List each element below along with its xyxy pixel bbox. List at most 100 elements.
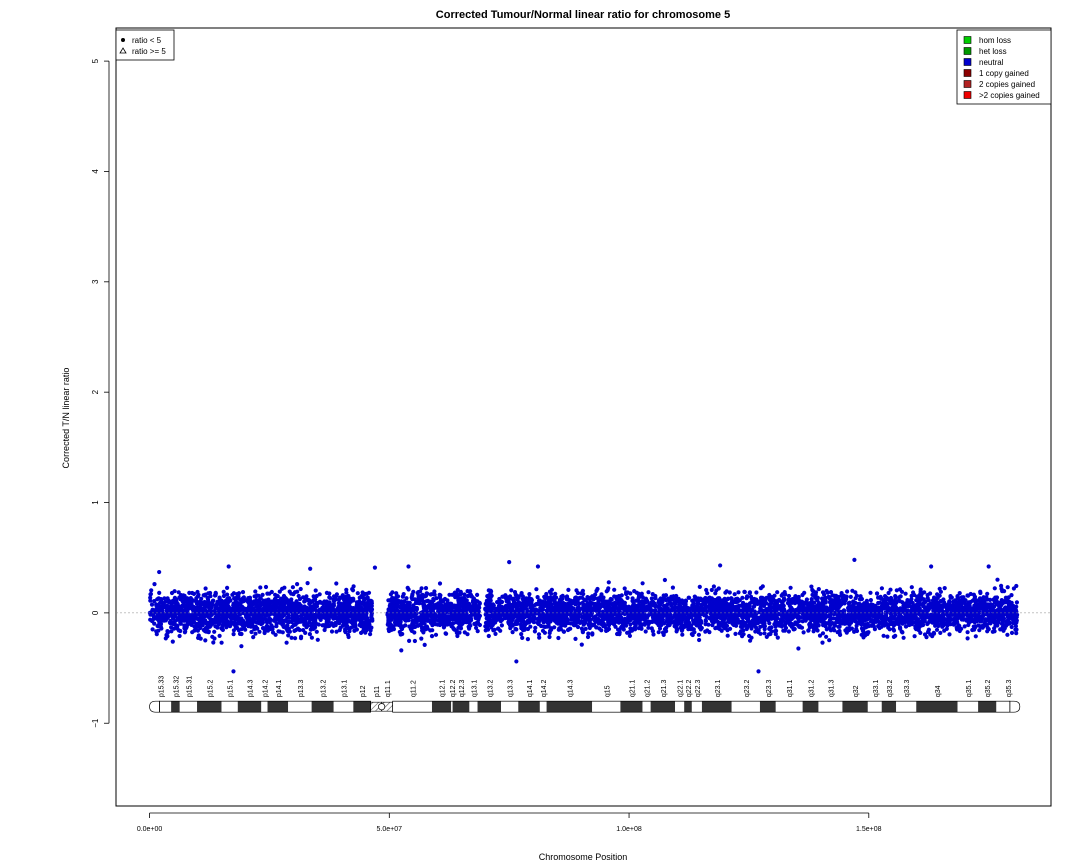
data-point bbox=[211, 640, 216, 645]
data-point bbox=[191, 613, 196, 618]
data-point bbox=[310, 607, 315, 612]
data-point bbox=[337, 621, 342, 626]
x-axis-label: Chromosome Position bbox=[539, 852, 628, 862]
data-point bbox=[473, 603, 478, 608]
data-point bbox=[312, 622, 317, 627]
data-point bbox=[926, 598, 931, 603]
ideogram-q-tip bbox=[1009, 700, 1021, 713]
data-point bbox=[161, 602, 166, 607]
data-point bbox=[962, 624, 967, 629]
band-q23-1 bbox=[701, 701, 732, 713]
data-point bbox=[203, 629, 208, 634]
data-point bbox=[344, 590, 349, 595]
data-point bbox=[255, 608, 260, 613]
data-point bbox=[180, 604, 185, 609]
data-point bbox=[211, 598, 216, 603]
data-point bbox=[462, 630, 467, 635]
data-point bbox=[363, 616, 368, 622]
data-point bbox=[634, 598, 639, 603]
data-point bbox=[651, 632, 656, 637]
data-point bbox=[310, 599, 315, 604]
data-point bbox=[224, 613, 229, 618]
data-point bbox=[329, 629, 335, 634]
data-point bbox=[236, 594, 241, 599]
data-point bbox=[407, 624, 412, 629]
band-q14-2 bbox=[539, 701, 547, 713]
data-point bbox=[900, 630, 905, 635]
data-point bbox=[428, 604, 433, 609]
data-point bbox=[298, 603, 303, 608]
band-p13-3 bbox=[288, 701, 312, 713]
data-point bbox=[350, 588, 356, 593]
data-point bbox=[320, 608, 325, 613]
data-point bbox=[200, 611, 206, 616]
data-point bbox=[152, 614, 157, 619]
band-label: p13.1 bbox=[342, 680, 349, 698]
band-label: q31.1 bbox=[787, 680, 794, 698]
data-point bbox=[327, 623, 332, 629]
band-p15-33 bbox=[159, 701, 172, 713]
data-point bbox=[351, 608, 356, 613]
data-point bbox=[260, 626, 266, 631]
centromere bbox=[378, 703, 386, 711]
data-point bbox=[263, 584, 269, 590]
data-point bbox=[262, 609, 267, 614]
data-point bbox=[1013, 627, 1018, 632]
data-point bbox=[316, 622, 321, 627]
band-q13-2 bbox=[477, 701, 502, 713]
data-point bbox=[148, 595, 153, 600]
data-point bbox=[928, 591, 933, 596]
data-point bbox=[527, 592, 532, 597]
data-point bbox=[368, 608, 373, 613]
data-point bbox=[422, 614, 427, 619]
data-point bbox=[250, 623, 255, 628]
data-point bbox=[275, 594, 280, 599]
data-point bbox=[346, 634, 351, 640]
data-point bbox=[307, 632, 312, 637]
data-point bbox=[662, 577, 668, 583]
data-point bbox=[445, 601, 450, 606]
data-point bbox=[713, 626, 718, 631]
data-point bbox=[363, 630, 368, 635]
data-point bbox=[169, 629, 174, 634]
data-point bbox=[509, 588, 514, 593]
data-point bbox=[729, 596, 734, 601]
data-point bbox=[418, 589, 423, 594]
data-point bbox=[467, 604, 472, 609]
data-point bbox=[466, 624, 471, 629]
ideogram-p-arm bbox=[159, 700, 371, 713]
data-point bbox=[194, 596, 199, 601]
data-point bbox=[309, 635, 314, 640]
data-point bbox=[475, 599, 480, 604]
data-point bbox=[203, 618, 208, 623]
data-point bbox=[428, 614, 433, 619]
data-point bbox=[267, 627, 272, 632]
data-point bbox=[341, 611, 346, 617]
band-label: q33.2 bbox=[887, 680, 894, 698]
band-label: p14.1 bbox=[276, 680, 283, 698]
data-point bbox=[394, 603, 399, 609]
data-point bbox=[353, 614, 358, 619]
data-point bbox=[397, 629, 402, 635]
data-point bbox=[302, 599, 307, 604]
data-point bbox=[747, 633, 752, 639]
data-point bbox=[457, 616, 462, 622]
data-point bbox=[240, 590, 246, 595]
data-point bbox=[390, 599, 395, 604]
data-point bbox=[310, 616, 315, 621]
data-point bbox=[398, 622, 403, 627]
data-point bbox=[459, 621, 465, 626]
data-point bbox=[270, 630, 276, 635]
data-point bbox=[876, 600, 881, 606]
data-point bbox=[152, 582, 157, 587]
data-point bbox=[307, 601, 312, 607]
data-point bbox=[356, 600, 361, 605]
data-point bbox=[177, 633, 182, 639]
data-point bbox=[848, 594, 853, 600]
data-point bbox=[254, 604, 259, 609]
data-point bbox=[157, 590, 162, 596]
data-point bbox=[280, 603, 285, 608]
data-point bbox=[317, 599, 322, 604]
band-q32 bbox=[842, 701, 868, 713]
band-p15-32 bbox=[171, 701, 180, 713]
